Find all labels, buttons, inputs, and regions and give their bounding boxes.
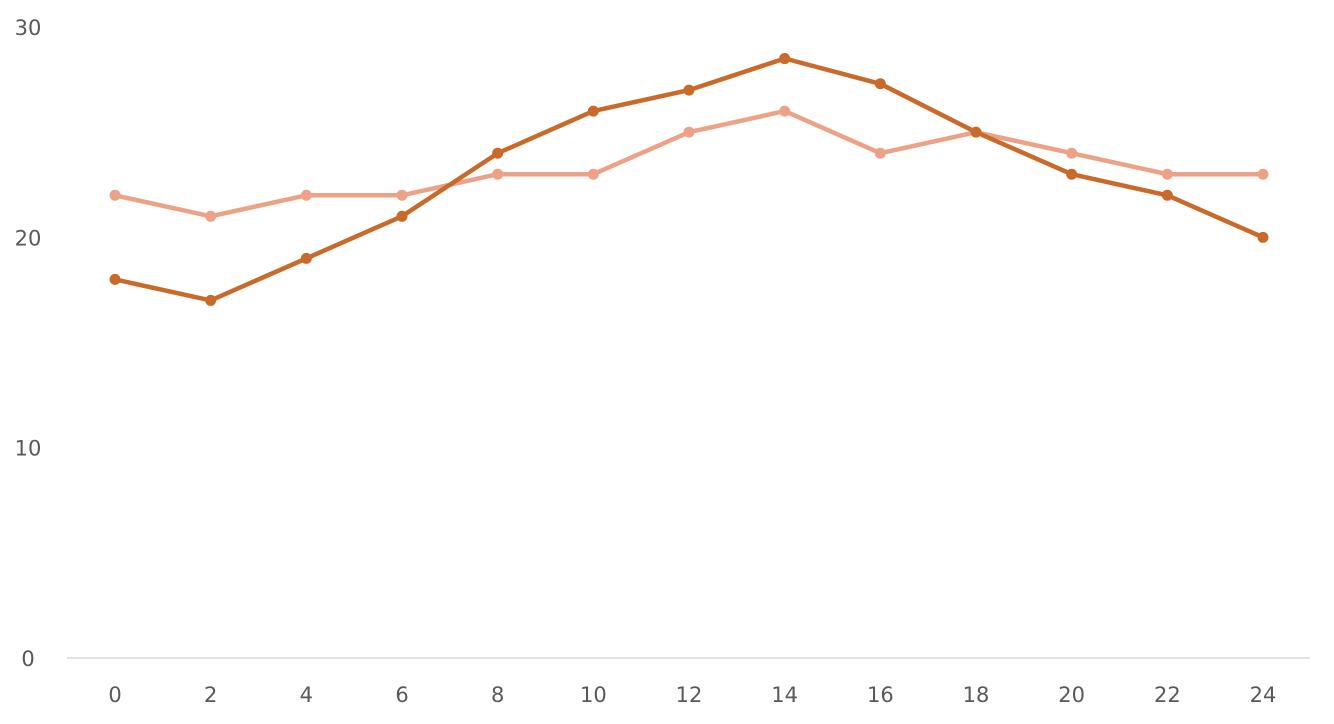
- series-1-point: [300, 252, 312, 264]
- x-tick-label: 6: [395, 683, 408, 707]
- series-1-point: [109, 273, 121, 285]
- series-1-point: [587, 105, 599, 117]
- series-1-point: [970, 126, 982, 138]
- x-tick-label: 18: [963, 683, 990, 707]
- series-2-point: [300, 189, 312, 201]
- y-tick-label: 30: [15, 16, 42, 40]
- series-2-point: [1066, 147, 1078, 159]
- series-1-point: [396, 210, 408, 222]
- x-tick-label: 22: [1154, 683, 1181, 707]
- series-1-point: [492, 147, 504, 159]
- series-1-point: [1066, 168, 1078, 180]
- x-tick-label: 12: [676, 683, 703, 707]
- y-tick-label: 20: [15, 226, 42, 250]
- series-layer: [109, 53, 1269, 306]
- series-2-point: [683, 126, 695, 138]
- x-tick-label: 24: [1250, 683, 1277, 707]
- series-2-point: [779, 105, 791, 117]
- y-tick-label: 0: [21, 647, 34, 671]
- x-tick-label: 20: [1058, 683, 1085, 707]
- series-1-point: [874, 78, 886, 90]
- x-tick-label: 10: [580, 683, 607, 707]
- x-tick-label: 2: [204, 683, 217, 707]
- y-tick-label: 10: [15, 437, 42, 461]
- x-tick-label: 0: [108, 683, 121, 707]
- series-1-point: [205, 294, 217, 306]
- series-2-point: [874, 147, 886, 159]
- series-2-point: [205, 210, 217, 222]
- x-tick-label: 14: [771, 683, 798, 707]
- x-tick-label: 4: [300, 683, 313, 707]
- series-2-point: [492, 168, 504, 180]
- x-tick-label: 16: [867, 683, 894, 707]
- x-tick-label: 8: [491, 683, 504, 707]
- series-2-point: [109, 189, 121, 201]
- series-1-point: [1161, 189, 1173, 201]
- series-1-point: [1257, 231, 1269, 243]
- series-2-point: [396, 189, 408, 201]
- series-1-point: [683, 84, 695, 96]
- series-2-point: [1257, 168, 1269, 180]
- series-1-point: [779, 53, 791, 65]
- series-2-point: [1161, 168, 1173, 180]
- series-2-point: [587, 168, 599, 180]
